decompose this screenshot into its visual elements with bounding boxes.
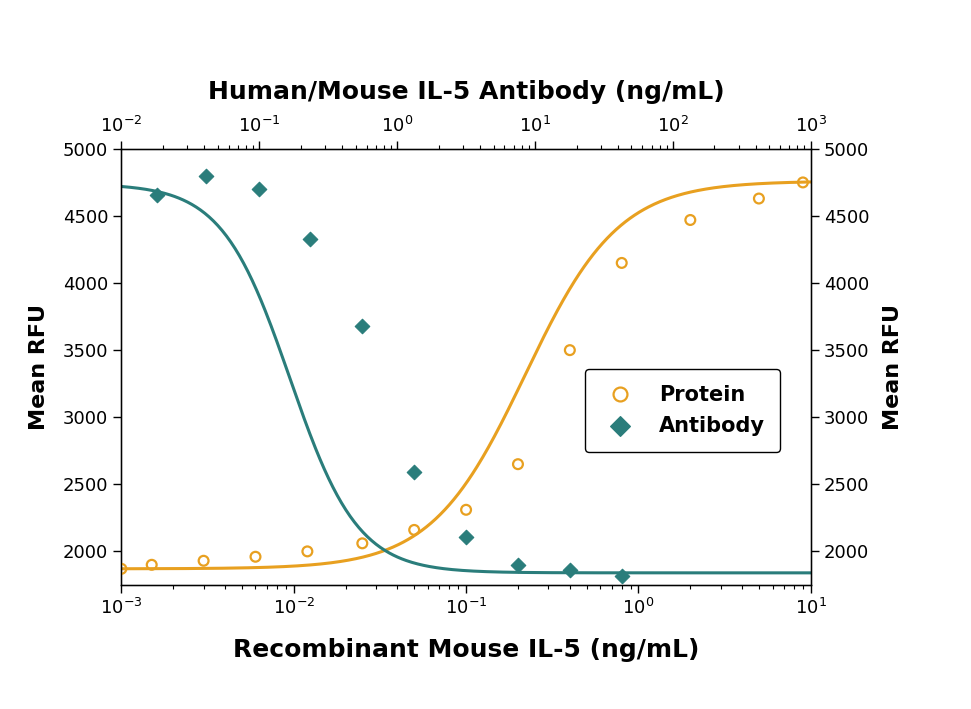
Point — [248, 551, 263, 562]
Point — [562, 345, 578, 356]
Point — [114, 563, 129, 574]
Point — [149, 189, 164, 200]
Point — [95, 187, 111, 199]
Point — [510, 559, 525, 571]
Y-axis label: Mean RFU: Mean RFU — [884, 304, 903, 430]
Y-axis label: Mean RFU: Mean RFU — [29, 304, 49, 430]
Point — [510, 459, 525, 470]
Point — [407, 524, 422, 535]
Point — [683, 214, 698, 225]
Legend: Protein, Antibody: Protein, Antibody — [585, 369, 781, 452]
Point — [614, 570, 629, 581]
Point — [752, 193, 767, 204]
Point — [144, 559, 159, 571]
Point — [562, 564, 578, 576]
Point — [196, 555, 212, 566]
Point — [198, 170, 214, 182]
Point — [614, 257, 629, 269]
Point — [303, 233, 318, 245]
Point — [795, 177, 811, 188]
Point — [354, 320, 370, 332]
Point — [300, 546, 316, 557]
X-axis label: Human/Mouse IL-5 Antibody (ng/mL): Human/Mouse IL-5 Antibody (ng/mL) — [208, 80, 724, 104]
Point — [407, 467, 422, 478]
Point — [354, 537, 370, 549]
X-axis label: Recombinant Mouse IL-5 (ng/mL): Recombinant Mouse IL-5 (ng/mL) — [233, 637, 699, 661]
Point — [251, 184, 267, 195]
Point — [458, 531, 474, 542]
Point — [458, 504, 474, 515]
